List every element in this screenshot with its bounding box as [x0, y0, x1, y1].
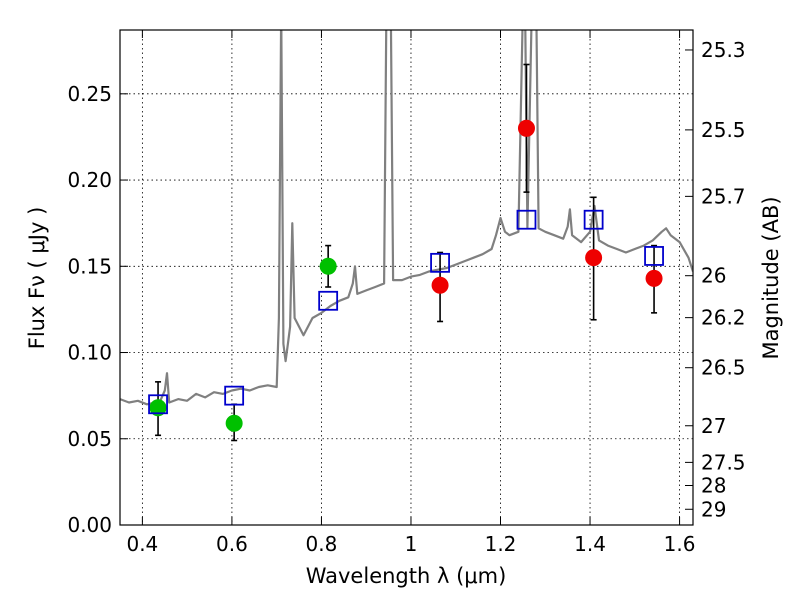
magnitude-tick-label: 27 — [701, 414, 726, 438]
x-tick-label: 1 — [405, 532, 418, 556]
y-tick-label: 0.00 — [67, 513, 112, 537]
model-point — [644, 246, 664, 266]
ticks — [120, 30, 693, 526]
magnitude-tick-label: 26.5 — [701, 356, 746, 380]
model-point — [430, 252, 450, 273]
magnitude-tick-label: 29 — [701, 497, 726, 521]
spectrum-line — [120, 30, 693, 406]
magnitude-tick-label: 27.5 — [701, 450, 746, 474]
plot-area — [120, 30, 693, 406]
data-point — [319, 257, 337, 275]
data-point — [149, 399, 167, 417]
magnitude-tick-label: 28 — [701, 473, 726, 497]
y-tick-label: 0.05 — [67, 427, 112, 451]
model-point — [583, 209, 604, 230]
x-tick-label: 1.2 — [485, 532, 517, 556]
markers — [148, 63, 664, 442]
x-tick-label: 0.6 — [216, 532, 248, 556]
x-tick-label: 1.4 — [574, 532, 606, 556]
magnitude-tick-label: 25.7 — [701, 184, 746, 208]
model-point — [516, 209, 537, 230]
y-tick-label: 0.25 — [67, 82, 112, 106]
data-point — [517, 119, 535, 137]
magnitude-tick-label: 26 — [701, 264, 726, 288]
magnitude-tick-label: 25.5 — [701, 118, 746, 142]
tick-labels: 0.4 0.6 0.8 1 1.2 1.4 1.6 0.00 0.05 0.10 0.15 0.20 0… — [67, 38, 745, 556]
y-tick-label: 0.15 — [67, 254, 112, 278]
magnitude-axis-label: Magnitude (AB) — [759, 196, 783, 359]
data-point — [431, 276, 449, 294]
model-point — [318, 290, 339, 311]
model-point — [224, 385, 245, 406]
y-tick-label: 0.20 — [67, 168, 112, 192]
magnitude-tick-label: 25.3 — [701, 38, 746, 62]
y-axis-label: Flux Fν ( μJy ) — [25, 207, 49, 350]
x-axis-label: Wavelength λ (μm) — [306, 564, 507, 588]
data-point — [645, 269, 663, 287]
y-tick-label: 0.10 — [67, 341, 112, 365]
x-tick-label: 0.4 — [126, 532, 158, 556]
data-point — [225, 414, 243, 432]
data-point — [585, 249, 603, 267]
x-tick-label: 0.8 — [306, 532, 338, 556]
model-point — [148, 394, 168, 415]
plot-frame — [119, 29, 694, 526]
magnitude-tick-label: 26.2 — [701, 306, 746, 330]
x-tick-label: 1.6 — [664, 532, 696, 556]
